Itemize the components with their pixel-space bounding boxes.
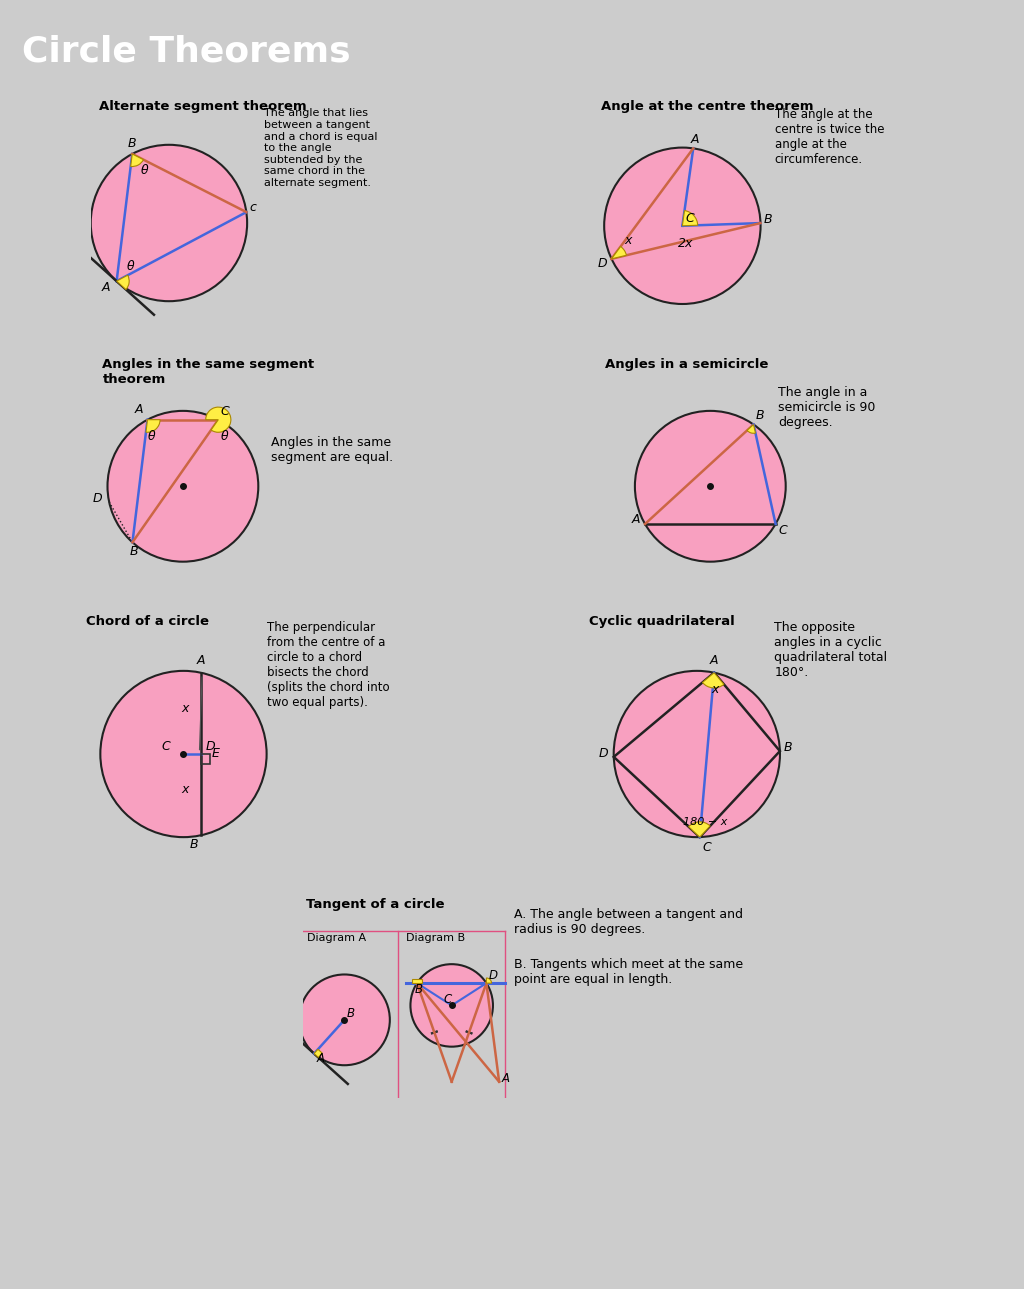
Text: The angle in a
semicircle is 90
degrees.: The angle in a semicircle is 90 degrees. <box>778 385 876 429</box>
Text: θ: θ <box>221 429 228 443</box>
Text: C: C <box>778 525 786 538</box>
Text: B: B <box>128 137 136 150</box>
Text: Chord of a circle: Chord of a circle <box>86 615 210 629</box>
Text: B: B <box>784 741 793 754</box>
Text: θ: θ <box>126 260 134 273</box>
Text: The opposite
angles in a cyclic
quadrilateral total
180°.: The opposite angles in a cyclic quadrila… <box>774 621 888 679</box>
Text: B. Tangents which meet at the same
point are equal in length.: B. Tangents which meet at the same point… <box>514 958 742 986</box>
Text: Diagram A: Diagram A <box>307 933 367 944</box>
Circle shape <box>108 411 258 562</box>
Circle shape <box>91 144 247 302</box>
Text: D: D <box>598 258 607 271</box>
Text: Cyclic quadrilateral: Cyclic quadrilateral <box>589 615 734 629</box>
Circle shape <box>635 411 785 562</box>
Text: D: D <box>206 740 215 753</box>
Text: C: C <box>443 994 452 1007</box>
Text: c: c <box>249 201 256 214</box>
Text: A: A <box>316 1052 325 1065</box>
Circle shape <box>299 974 390 1065</box>
Wedge shape <box>146 420 160 432</box>
Text: B: B <box>415 984 423 996</box>
Text: x: x <box>181 784 188 797</box>
Text: A: A <box>101 281 110 294</box>
Circle shape <box>100 670 266 837</box>
Circle shape <box>604 148 761 304</box>
Wedge shape <box>682 210 697 226</box>
Text: Diagram B: Diagram B <box>407 933 466 944</box>
Text: B: B <box>130 545 138 558</box>
Text: A: A <box>710 655 719 668</box>
Text: Angles in the same segment
theorem: Angles in the same segment theorem <box>102 358 314 387</box>
Wedge shape <box>486 978 492 984</box>
Wedge shape <box>131 153 143 166</box>
Text: D: D <box>488 969 498 982</box>
Circle shape <box>613 670 780 837</box>
Text: B: B <box>763 213 772 226</box>
Text: B: B <box>346 1007 354 1020</box>
Text: Angles in a semicircle: Angles in a semicircle <box>605 358 768 371</box>
Wedge shape <box>688 822 710 837</box>
Text: A: A <box>501 1071 509 1085</box>
Wedge shape <box>611 246 627 259</box>
Text: B: B <box>756 410 765 423</box>
Text: C: C <box>686 211 694 224</box>
Polygon shape <box>314 1049 323 1057</box>
Text: A: A <box>135 403 143 416</box>
Wedge shape <box>748 424 756 433</box>
Text: Tangent of a circle: Tangent of a circle <box>306 898 444 911</box>
Text: C: C <box>162 740 170 753</box>
Text: D: D <box>93 492 102 505</box>
Text: A: A <box>197 655 205 668</box>
Circle shape <box>411 964 493 1047</box>
Text: 180 − x: 180 − x <box>683 817 727 826</box>
Text: A. The angle between a tangent and
radius is 90 degrees.: A. The angle between a tangent and radiu… <box>514 909 742 937</box>
Polygon shape <box>413 978 422 984</box>
Text: Angles in the same
segment are equal.: Angles in the same segment are equal. <box>271 436 393 464</box>
Text: E: E <box>212 746 220 759</box>
Text: B: B <box>189 838 199 851</box>
Wedge shape <box>206 407 230 432</box>
Text: Circle Theorems: Circle Theorems <box>23 35 351 68</box>
Text: x: x <box>624 235 632 247</box>
Text: A: A <box>690 133 699 146</box>
Text: A: A <box>631 513 640 526</box>
Wedge shape <box>702 673 724 688</box>
Text: θ: θ <box>147 429 155 443</box>
Text: x: x <box>712 683 719 696</box>
Text: Angle at the centre theorem: Angle at the centre theorem <box>601 101 814 113</box>
Text: The angle at the
centre is twice the
angle at the
circumference.: The angle at the centre is twice the ang… <box>774 108 884 166</box>
Text: C: C <box>702 840 712 853</box>
Text: x: x <box>181 703 188 715</box>
Text: D: D <box>598 746 608 761</box>
Text: The perpendicular
from the centre of a
circle to a chord
bisects the chord
(spli: The perpendicular from the centre of a c… <box>266 621 389 709</box>
Wedge shape <box>117 276 129 290</box>
Text: The angle that lies
between a tangent
and a chord is equal
to the angle
subtende: The angle that lies between a tangent an… <box>264 108 378 188</box>
Text: θ: θ <box>140 164 148 177</box>
Text: 2x: 2x <box>678 237 693 250</box>
Text: C: C <box>221 405 229 418</box>
Text: Alternate segment theorem: Alternate segment theorem <box>99 101 307 113</box>
